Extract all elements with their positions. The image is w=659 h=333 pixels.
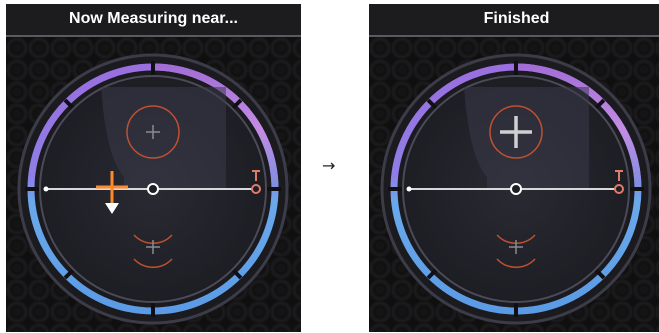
axis-right-marker (251, 184, 261, 194)
measuring-panel: Now Measuring near... (6, 4, 301, 332)
down-arrow-icon (105, 203, 119, 214)
finished-panel: Finished (369, 4, 659, 332)
upper-target-circle (489, 105, 543, 159)
panel-title: Now Measuring near... (6, 4, 301, 37)
measurement-dial (380, 53, 652, 325)
axis-right-marker (614, 184, 624, 194)
dial-ticks (25, 61, 281, 317)
axis-left-end (43, 186, 49, 192)
range-sector (464, 87, 589, 189)
transition-arrow: → (322, 156, 336, 175)
dial-ticks (388, 61, 644, 317)
panel-title: Finished (369, 4, 659, 37)
range-sector (101, 87, 226, 189)
probe-icon (252, 170, 260, 181)
probe-icon (615, 170, 623, 181)
center-marker (510, 183, 522, 195)
dial-area (6, 37, 301, 332)
center-marker (147, 183, 159, 195)
axis-left-end (406, 186, 412, 192)
upper-target-circle (126, 105, 180, 159)
dial-area (369, 37, 659, 332)
measurement-dial (17, 53, 289, 325)
